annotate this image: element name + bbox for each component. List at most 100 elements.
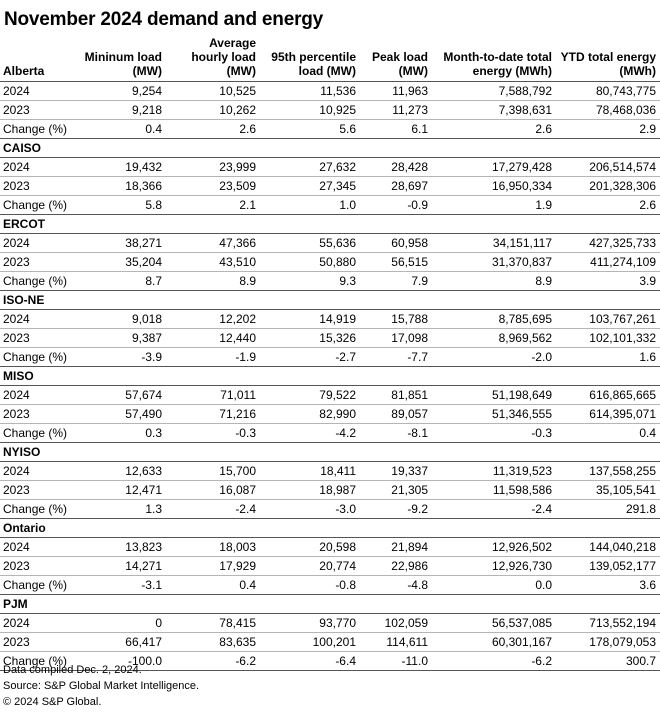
cell-min-load: 9,018 [78, 309, 166, 329]
cell-min-load: 14,271 [78, 556, 166, 576]
cell-mtd-energy: -6.2 [432, 651, 556, 671]
cell-avg-hourly-load: 12,440 [166, 328, 260, 348]
cell-ytd-energy: 291.8 [556, 499, 660, 519]
cell-mtd-energy: -2.0 [432, 347, 556, 367]
table-row: Change (%) 1.3 -2.4 -3.0 -9.2 -2.4 291.8 [0, 499, 660, 519]
table-row: 2023 66,417 83,635 100,201 114,611 60,301,167… [0, 632, 660, 652]
cell-mtd-energy: 12,926,502 [432, 537, 556, 557]
cell-ytd-energy: 411,274,109 [556, 252, 660, 272]
cell-min-load: 1.3 [78, 499, 166, 519]
cell-ytd-energy: 3.9 [556, 271, 660, 291]
table-row: 2024 13,823 18,003 20,598 21,894 12,926,502 14… [0, 537, 660, 557]
table-row: Change (%) -3.9 -1.9 -2.7 -7.7 -2.0 1.6 [0, 347, 660, 367]
cell-mtd-energy: 1.9 [432, 195, 556, 215]
table-row: 2023 12,471 16,087 18,987 21,305 11,598,586 35… [0, 480, 660, 500]
region-name: Ontario [0, 518, 660, 538]
cell-mtd-energy: 11,319,523 [432, 461, 556, 481]
cell-p95-load: 50,880 [260, 252, 360, 272]
table-row: 2024 9,254 10,525 11,536 11,963 7,588,792 80,7… [0, 81, 660, 101]
row-label: Change (%) [0, 423, 78, 443]
cell-min-load: 35,204 [78, 252, 166, 272]
cell-peak-load: -4.8 [360, 575, 432, 595]
cell-p95-load: 27,632 [260, 157, 360, 177]
cell-avg-hourly-load: 12,202 [166, 309, 260, 329]
cell-peak-load: 7.9 [360, 271, 432, 291]
row-label: Change (%) [0, 347, 78, 367]
row-label: 2024 [0, 81, 78, 101]
cell-peak-load: -7.7 [360, 347, 432, 367]
cell-ytd-energy: 139,052,177 [556, 556, 660, 576]
row-label: Change (%) [0, 575, 78, 595]
row-label: Change (%) [0, 271, 78, 291]
cell-p95-load: 14,919 [260, 309, 360, 329]
cell-ytd-energy: 137,558,255 [556, 461, 660, 481]
table-row: Change (%) 0.4 2.6 5.6 6.1 2.6 2.9 [0, 119, 660, 139]
cell-avg-hourly-load: -6.2 [166, 651, 260, 671]
header-peak-load: Peak load (MW) [371, 50, 428, 78]
table-row: 2024 19,432 23,999 27,632 28,428 17,279,428 20… [0, 157, 660, 177]
cell-peak-load: 114,611 [360, 632, 432, 652]
cell-ytd-energy: 3.6 [556, 575, 660, 595]
cell-mtd-energy: 8.9 [432, 271, 556, 291]
cell-avg-hourly-load: -2.4 [166, 499, 260, 519]
cell-avg-hourly-load: 8.9 [166, 271, 260, 291]
cell-peak-load: 28,697 [360, 176, 432, 196]
cell-p95-load: 55,636 [260, 233, 360, 253]
row-label: 2024 [0, 537, 78, 557]
cell-ytd-energy: 201,328,306 [556, 176, 660, 196]
region-name: NYISO [0, 442, 660, 462]
cell-ytd-energy: 0.4 [556, 423, 660, 443]
cell-peak-load: 21,305 [360, 480, 432, 500]
cell-p95-load: 9.3 [260, 271, 360, 291]
cell-p95-load: 15,326 [260, 328, 360, 348]
row-label: 2024 [0, 385, 78, 405]
cell-p95-load: 1.0 [260, 195, 360, 215]
cell-min-load: 9,254 [78, 81, 166, 101]
row-label: 2023 [0, 632, 78, 652]
cell-avg-hourly-load: -1.9 [166, 347, 260, 367]
cell-p95-load: 10,925 [260, 100, 360, 120]
cell-avg-hourly-load: 17,929 [166, 556, 260, 576]
header-ytd-energy: YTD total energy (MWh) [560, 50, 656, 78]
cell-peak-load: 102,059 [360, 613, 432, 633]
cell-p95-load: 82,990 [260, 404, 360, 424]
cell-ytd-energy: 2.9 [556, 119, 660, 139]
footer-source: Source: S&P Global Market Intelligence. [3, 680, 200, 692]
cell-avg-hourly-load: 78,415 [166, 613, 260, 633]
cell-avg-hourly-load: 2.6 [166, 119, 260, 139]
table-row: Change (%) -3.1 0.4 -0.8 -4.8 0.0 3.6 [0, 575, 660, 595]
row-label: 2024 [0, 461, 78, 481]
cell-mtd-energy: 7,588,792 [432, 81, 556, 101]
cell-peak-load: -11.0 [360, 651, 432, 671]
cell-min-load: 12,471 [78, 480, 166, 500]
cell-avg-hourly-load: 16,087 [166, 480, 260, 500]
table-row: 2023 14,271 17,929 20,774 22,986 12,926,730 13… [0, 556, 660, 576]
cell-p95-load: -0.8 [260, 575, 360, 595]
cell-mtd-energy: 60,301,167 [432, 632, 556, 652]
row-label: 2023 [0, 480, 78, 500]
table-row: 2023 35,204 43,510 50,880 56,515 31,370,837 41… [0, 252, 660, 272]
cell-mtd-energy: -0.3 [432, 423, 556, 443]
cell-min-load: 57,490 [78, 404, 166, 424]
cell-peak-load: 28,428 [360, 157, 432, 177]
cell-mtd-energy: 12,926,730 [432, 556, 556, 576]
footer-copyright: © 2024 S&P Global. [3, 696, 102, 708]
cell-peak-load: 19,337 [360, 461, 432, 481]
cell-min-load: 0 [78, 613, 166, 633]
region-name: ERCOT [0, 214, 660, 234]
cell-peak-load: 11,273 [360, 100, 432, 120]
cell-min-load: 8.7 [78, 271, 166, 291]
row-label: 2023 [0, 556, 78, 576]
table-row: 2023 9,387 12,440 15,326 17,098 8,969,562 102,… [0, 328, 660, 348]
row-label: 2024 [0, 613, 78, 633]
cell-p95-load: -6.4 [260, 651, 360, 671]
row-label: 2023 [0, 100, 78, 120]
cell-min-load: 0.3 [78, 423, 166, 443]
cell-ytd-energy: 78,468,036 [556, 100, 660, 120]
footer-compiled: Data compiled Dec. 2, 2024. [3, 664, 142, 676]
cell-ytd-energy: 80,743,775 [556, 81, 660, 101]
cell-avg-hourly-load: 18,003 [166, 537, 260, 557]
cell-ytd-energy: 144,040,218 [556, 537, 660, 557]
table-body: 2024 9,254 10,525 11,536 11,963 7,588,792 80,7… [0, 81, 660, 671]
